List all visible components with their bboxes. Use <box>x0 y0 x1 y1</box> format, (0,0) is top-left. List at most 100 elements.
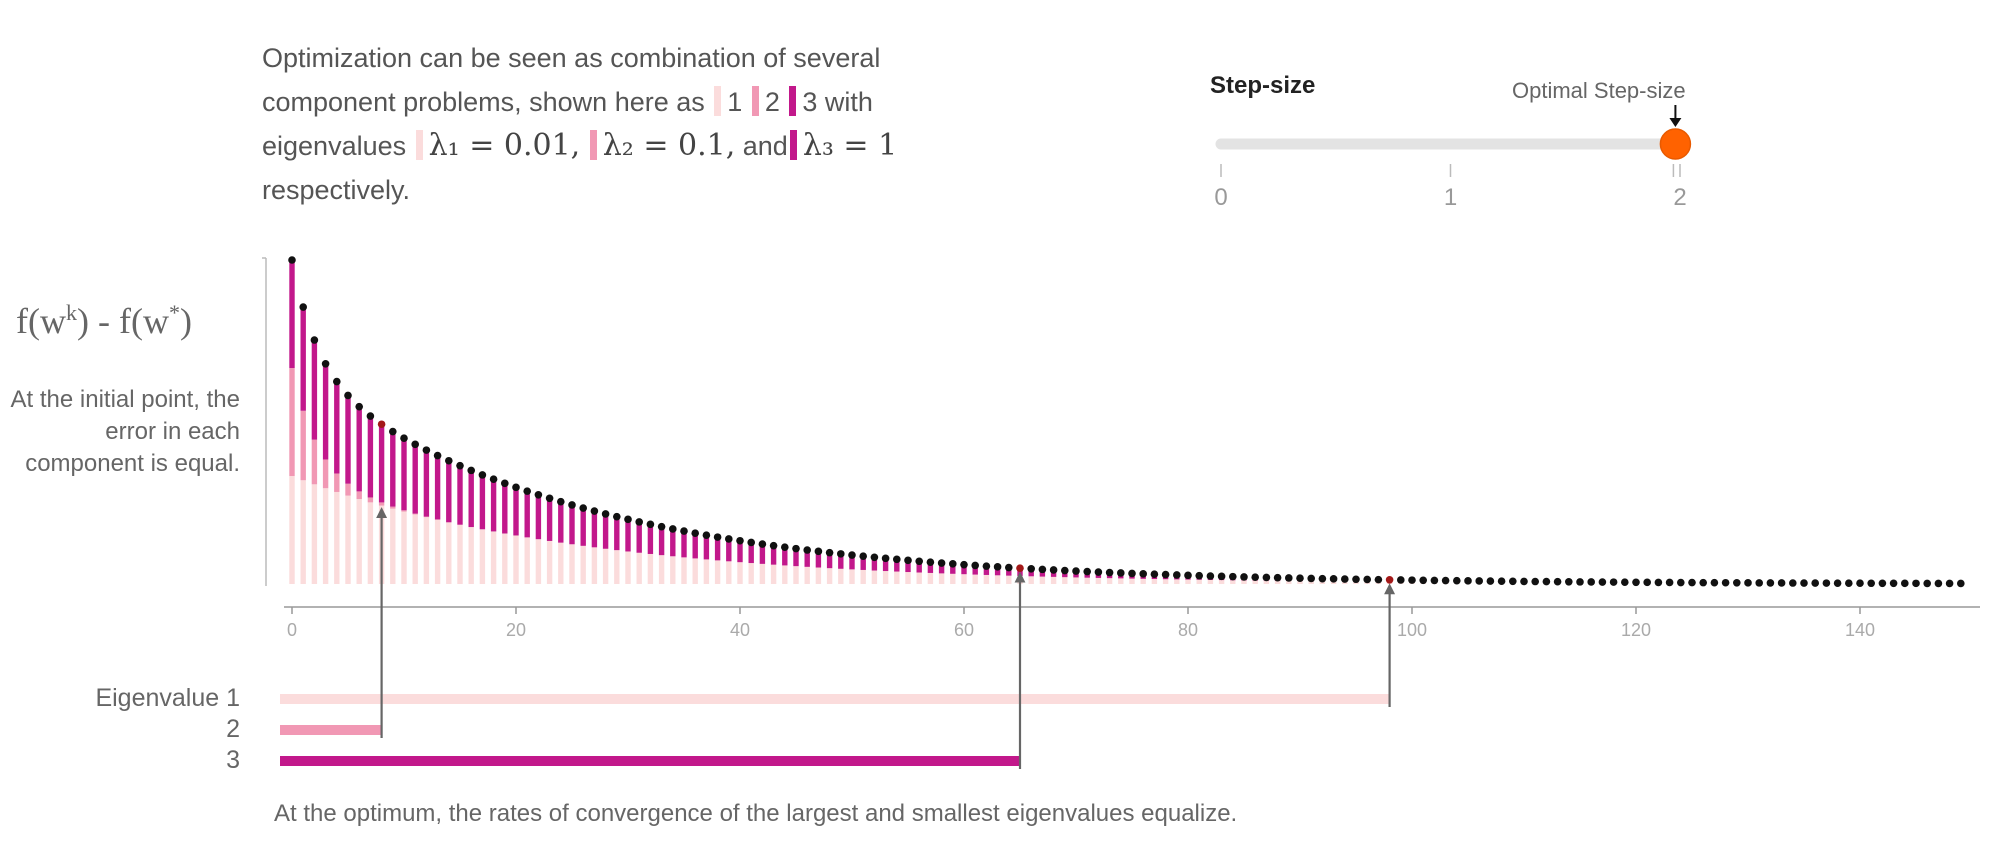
total-error-point <box>1105 568 1114 577</box>
total-error-point <box>1318 574 1327 583</box>
total-error-point <box>1094 568 1103 576</box>
total-error-point <box>1374 575 1383 584</box>
bar-segment-c3 <box>905 560 911 573</box>
intro-text: Optimization can be seen as combination … <box>262 36 1002 212</box>
bar-segment-c1 <box>759 563 766 584</box>
total-error-point <box>1957 579 1965 588</box>
total-error-point <box>1845 579 1853 587</box>
total-error-point <box>1587 578 1595 586</box>
total-error-point <box>523 487 531 495</box>
bar-segment-c1 <box>1106 578 1113 584</box>
bar-segment-c1 <box>423 517 430 584</box>
bar-segment-c1 <box>502 533 508 584</box>
bar-segment-c1 <box>1151 579 1158 584</box>
bar-segment-c2 <box>367 497 374 503</box>
bar-segment-c1 <box>1028 576 1034 584</box>
total-error-point <box>949 560 957 568</box>
bar-segment-c3 <box>882 558 889 572</box>
bar-segment-c1 <box>468 527 474 584</box>
total-error-point <box>1800 579 1808 587</box>
bar-segment-c1 <box>490 531 497 584</box>
total-error-point <box>1072 567 1080 575</box>
total-error-point <box>1542 577 1551 586</box>
total-error-point <box>1889 579 1898 588</box>
intro-text-part1: Optimization can be seen as combination … <box>262 43 881 117</box>
bar-segment-c3 <box>961 564 967 575</box>
bar-segment-c3 <box>356 406 362 492</box>
total-error-point <box>769 541 778 550</box>
total-error-point <box>1733 578 1741 587</box>
total-error-points <box>288 256 1965 588</box>
bar-segment-c1 <box>938 573 945 584</box>
bar-segment-c3 <box>849 555 855 570</box>
total-error-point <box>1486 577 1495 585</box>
eigenvalue-1-label: Eigenvalue 1 <box>95 684 240 712</box>
and-word: and <box>742 131 788 161</box>
bar-segment-c2 <box>345 483 351 496</box>
bar-segment-c1 <box>1050 576 1057 584</box>
total-error-point <box>288 256 296 264</box>
total-error-point <box>545 494 554 503</box>
bar-segment-c1 <box>1297 581 1303 584</box>
x-axis-tick-label: 40 <box>730 620 750 640</box>
bar-segment-c2 <box>412 513 418 515</box>
total-error-point <box>512 483 520 492</box>
bar-segment-c1 <box>1252 580 1258 584</box>
swatch-lambda-1 <box>415 130 423 160</box>
total-error-point <box>1475 577 1483 585</box>
bar-segment-c3 <box>793 548 799 567</box>
bar-segment-c1 <box>479 529 486 584</box>
bar-segment-c1 <box>950 573 956 584</box>
total-error-point <box>1038 565 1047 574</box>
bar-segment-c3 <box>938 563 945 574</box>
bar-segment-c1 <box>905 572 911 584</box>
total-error-point <box>1576 578 1584 586</box>
optimal-arrow-head <box>1669 118 1682 127</box>
total-error-point <box>568 501 576 509</box>
respectively-word: respectively. <box>262 175 411 205</box>
bar-segment-c3 <box>804 550 810 567</box>
total-error-point <box>1352 575 1360 584</box>
bar-segment-c1 <box>770 564 777 584</box>
bar-segment-c1 <box>535 539 542 584</box>
bar-segment-c1 <box>737 562 743 584</box>
total-error-point <box>1833 579 1842 587</box>
bar-segment-c3 <box>457 465 463 525</box>
step-size-slider[interactable]: 0 1 2 <box>1214 105 1692 211</box>
bar-segment-c2 <box>289 368 295 476</box>
bar-segment-c3 <box>367 416 374 498</box>
component-2-label: 2 <box>764 87 780 117</box>
bar-segment-c3 <box>658 526 665 556</box>
bar-segment-c3 <box>714 537 721 561</box>
x-axis-tick-label: 60 <box>954 620 974 640</box>
total-error-point <box>1665 578 1674 587</box>
slider-tick-label: 2 <box>1673 184 1686 211</box>
bar-segment-c1 <box>1263 580 1270 584</box>
total-error-point <box>803 546 811 554</box>
total-error-point <box>725 535 733 543</box>
bar-segment-c1 <box>972 574 978 584</box>
bar-segment-c3 <box>871 557 878 571</box>
bar-segment-c1 <box>1174 579 1180 584</box>
total-error-point <box>848 551 856 559</box>
x-axis-tick-label: 0 <box>287 620 297 640</box>
bar-segment-c3 <box>412 444 418 514</box>
total-error-point <box>1945 579 1954 588</box>
bar-segment-c2 <box>311 439 318 485</box>
bar-segment-c1 <box>927 572 934 584</box>
bar-segment-c1 <box>580 545 586 584</box>
total-error-point <box>534 490 543 499</box>
bar-segment-c3 <box>468 470 474 528</box>
total-error-point <box>1553 577 1562 586</box>
x-axis-tick-label: 80 <box>1178 620 1198 640</box>
highlight-point <box>377 420 386 429</box>
component-bars <box>289 260 1942 584</box>
total-error-point <box>1229 572 1237 581</box>
total-error-point <box>1755 579 1763 587</box>
total-error-point <box>1027 564 1035 573</box>
bar-segment-c1 <box>356 499 362 584</box>
total-error-point <box>299 303 308 311</box>
bar-segment-c3 <box>334 381 340 474</box>
slider-handle[interactable] <box>1659 128 1692 160</box>
bar-segment-c1 <box>994 575 1001 584</box>
